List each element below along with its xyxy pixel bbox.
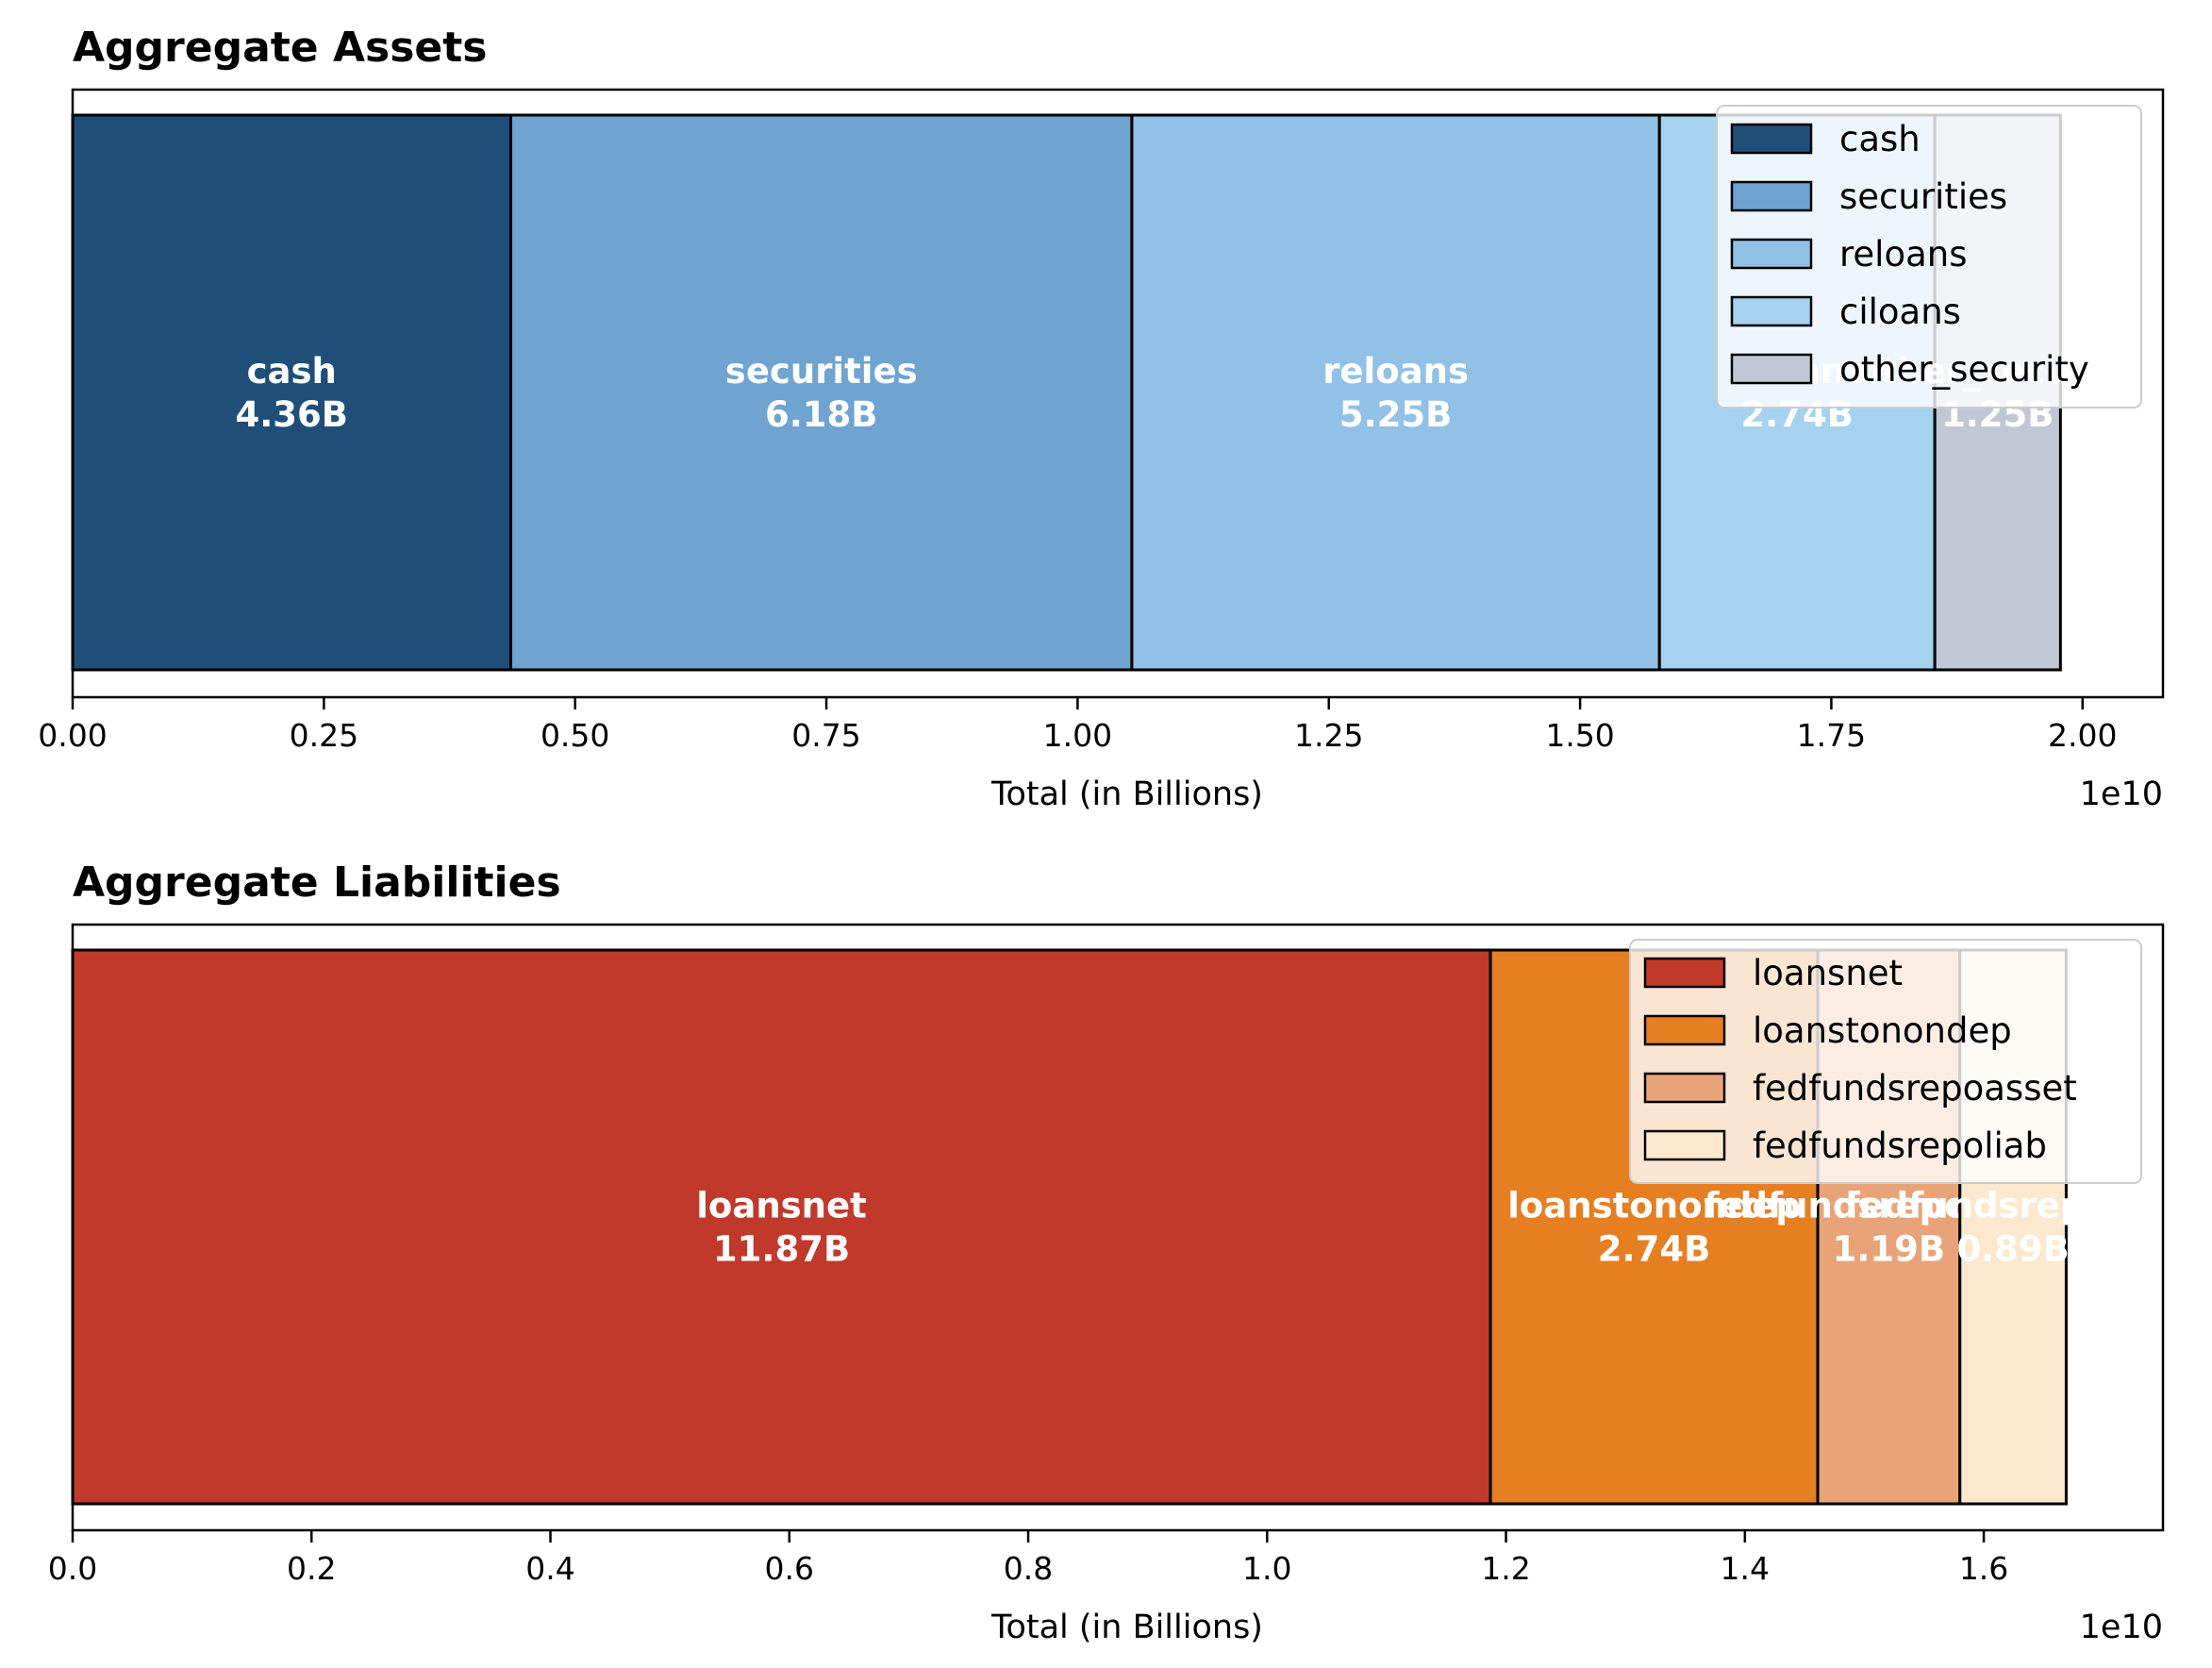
liabilities-legend-label-fedfundsrepoliab: fedfundsrepoliab [1753, 1126, 2047, 1166]
liabilities-bar-name-label-loansnet: loansnet [696, 1186, 867, 1226]
liabilities-bar-value-label-loansnet: 11.87B [713, 1229, 850, 1270]
liabilities-bar-value-label-fedfundsrepoasset: 1.19B [1833, 1229, 1946, 1270]
liabilities-legend-box [1629, 939, 2142, 1184]
liabilities-chart-title: Aggregate Liabilities [73, 859, 561, 907]
assets-chart-title: Aggregate Assets [73, 24, 487, 72]
assets-axes-frame [71, 88, 2165, 699]
assets-xtick-label: 0.50 [541, 717, 609, 754]
assets-bar-value-label-reloans: 5.25B [1339, 394, 1453, 435]
liabilities-bar-name-label-fedfundsrepoliab: fedfundsrepoliab [1845, 1186, 2182, 1226]
assets-legend-swatch-ciloans [1730, 295, 1813, 327]
assets-xtick-label: 2.00 [2048, 717, 2117, 754]
assets-bar-cash [71, 113, 513, 672]
assets-bar-value-label-cash: 4.36B [236, 394, 349, 435]
assets-legend-swatch-cash [1730, 123, 1813, 155]
assets-x-offset-label: 1e10 [2080, 776, 2163, 813]
assets-xtick-label: 1.00 [1043, 717, 1112, 754]
assets-x-axis-label: Total (in Billions) [990, 776, 1263, 813]
assets-legend-label-cash: cash [1839, 119, 1921, 159]
liabilities-bar-name-label-loanstonondep: loanstonondep [1507, 1186, 1801, 1226]
liabilities-legend-label-fedfundsrepoasset: fedfundsrepoasset [1753, 1068, 2077, 1109]
liabilities-x-offset-label: 1e10 [2080, 1609, 2163, 1646]
liabilities-x-axis-label: Total (in Billions) [990, 1609, 1263, 1646]
liabilities-xtick-label: 0.6 [765, 1550, 814, 1587]
liabilities-legend-swatch-fedfundsrepoliab [1643, 1129, 1726, 1161]
liabilities-bar-value-label-fedfundsrepoliab: 0.89B [1956, 1229, 2070, 1270]
assets-legend-label-securities: securities [1839, 176, 2007, 217]
liabilities-xtick-label: 0.2 [287, 1550, 336, 1587]
liabilities-legend-swatch-loanstonondep [1643, 1014, 1726, 1046]
assets-legend-label-other_security: other_security [1839, 349, 2089, 390]
assets-legend-swatch-securities [1730, 180, 1813, 212]
liabilities-legend-swatch-fedfundsrepoasset [1643, 1072, 1726, 1104]
assets-legend-swatch-other_security [1730, 353, 1813, 385]
assets-xtick-label: 1.50 [1545, 717, 1614, 754]
assets-legend: cash securities reloans ciloans other_securi… [1716, 105, 2142, 409]
assets-legend-label-reloans: reloans [1839, 234, 1967, 275]
liabilities-xtick-label: 0.8 [1004, 1550, 1053, 1587]
assets-legend-box [1716, 105, 2142, 409]
assets-xtick-label: 1.75 [1797, 717, 1866, 754]
liabilities-legend-swatch-loansnet [1643, 957, 1726, 989]
assets-xtick-label: 0.00 [38, 717, 107, 754]
liabilities-xtick-label: 1.2 [1481, 1550, 1530, 1587]
liabilities-xtick-label: 0.0 [48, 1550, 97, 1587]
assets-chart: Aggregate Assetscash4.36Bsecurities6.18B… [38, 24, 2165, 813]
liabilities-bar-loansnet [71, 948, 1492, 1506]
liabilities-xtick-label: 1.6 [1959, 1550, 2008, 1587]
liabilities-bar-value-label-loanstonondep: 2.74B [1598, 1229, 1711, 1270]
assets-legend-swatch-reloans [1730, 238, 1813, 270]
assets-xtick-label: 0.25 [290, 717, 358, 754]
assets-xtick-label: 0.75 [791, 717, 860, 754]
assets-bar-name-label-cash: cash [247, 351, 337, 392]
assets-legend-label-ciloans: ciloans [1839, 292, 1961, 332]
liabilities-axes-frame [71, 923, 2165, 1532]
assets-bar-name-label-reloans: reloans [1322, 351, 1469, 392]
liabilities-chart: Aggregate Liabilitiesloansnet11.87Bloans… [48, 859, 2182, 1646]
liabilities-legend: loansnet loanstonondep fedfundsrepoasset fe… [1629, 939, 2142, 1184]
assets-bar-securities [509, 113, 1134, 672]
assets-bar-reloans [1130, 113, 1661, 672]
liabilities-xtick-label: 0.4 [525, 1550, 574, 1587]
liabilities-xtick-label: 1.0 [1242, 1550, 1291, 1587]
assets-xtick-label: 1.25 [1294, 717, 1363, 754]
liabilities-legend-label-loansnet: loansnet [1753, 953, 1903, 993]
assets-bar-name-label-securities: securities [725, 351, 918, 392]
assets-bar-value-label-securities: 6.18B [765, 394, 878, 435]
liabilities-xtick-label: 1.4 [1721, 1550, 1770, 1587]
liabilities-legend-label-loanstonondep: loanstonondep [1753, 1010, 2012, 1051]
